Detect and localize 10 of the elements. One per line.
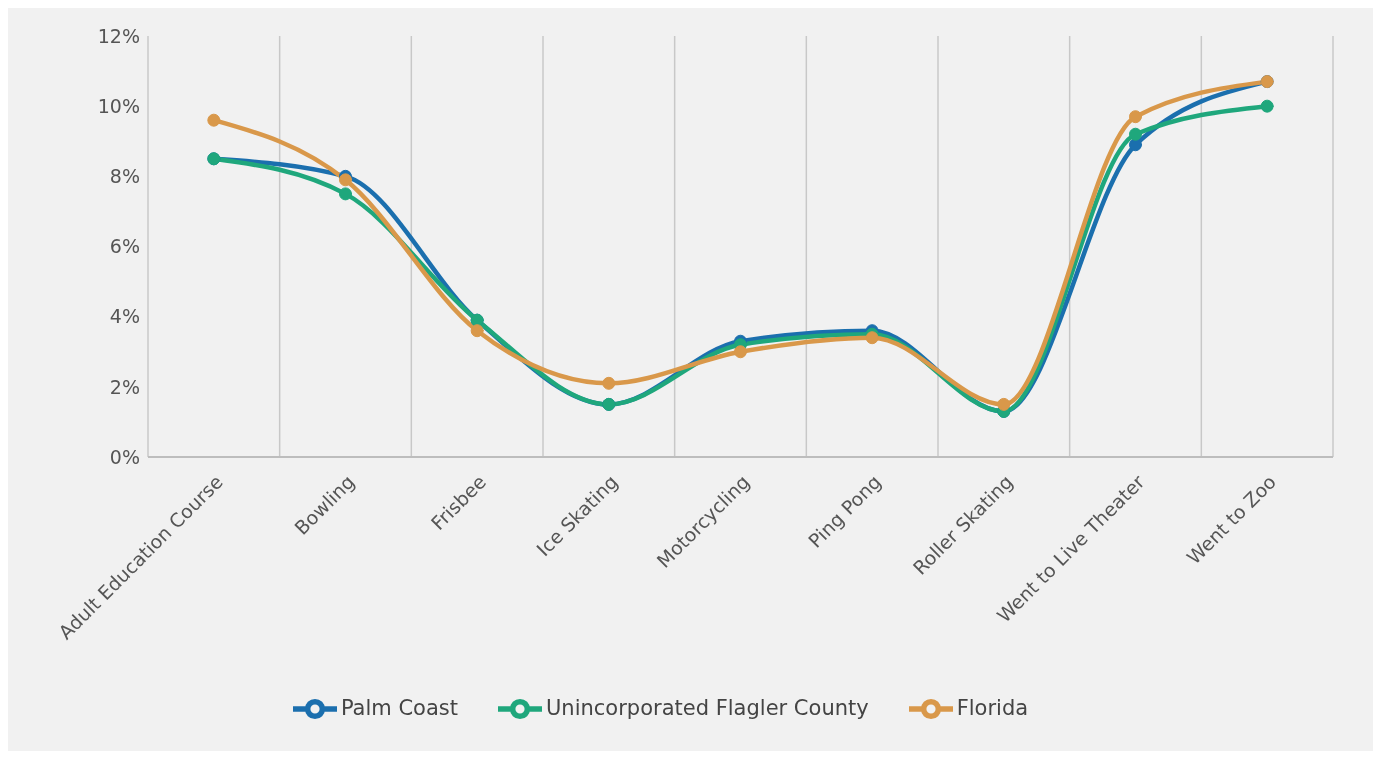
legend-label: Florida bbox=[956, 696, 1029, 720]
y-tick-label: 2% bbox=[109, 375, 140, 398]
y-tick-label: 10% bbox=[97, 94, 140, 117]
legend-label: Palm Coast bbox=[340, 696, 458, 720]
y-tick-label: 4% bbox=[109, 305, 140, 328]
y-tick-label: 12% bbox=[97, 24, 140, 47]
y-tick-label: 0% bbox=[109, 445, 140, 468]
legend-label: Unincorporated Flagler County bbox=[546, 696, 869, 720]
y-tick-label: 8% bbox=[109, 165, 140, 188]
y-tick-label: 6% bbox=[109, 235, 140, 258]
